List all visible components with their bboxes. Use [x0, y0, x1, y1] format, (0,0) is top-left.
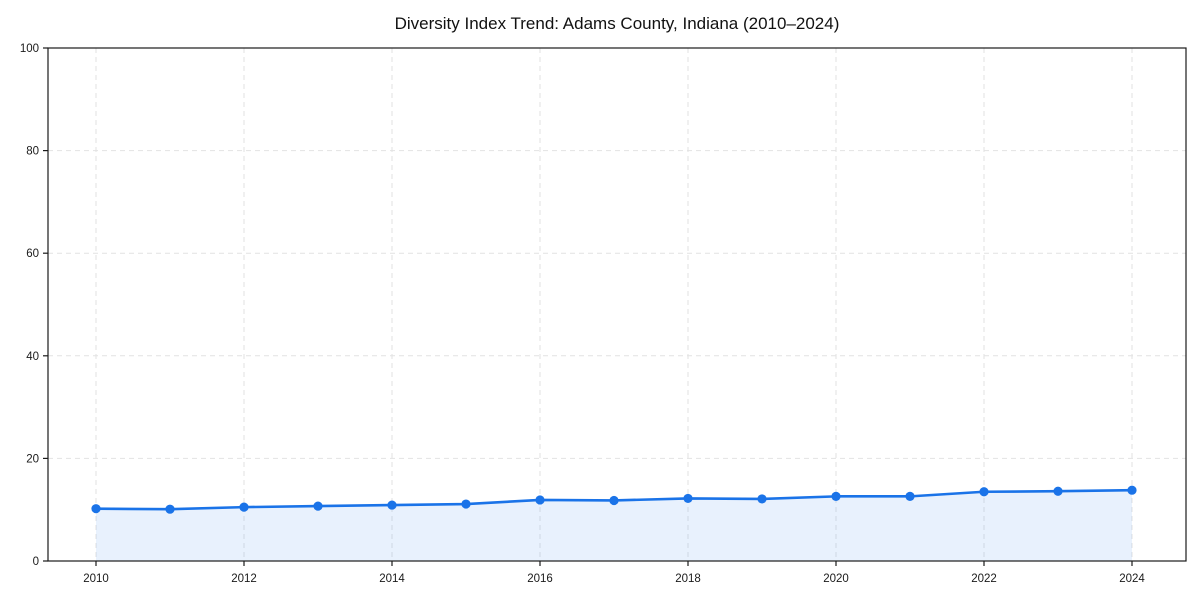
data-point-2019: [757, 494, 767, 504]
y-tick-label: 100: [20, 43, 39, 55]
y-tick-label: 40: [26, 351, 39, 363]
data-point-2021: [905, 491, 915, 501]
x-tick-label: 2022: [971, 573, 997, 585]
x-tick-label: 2024: [1119, 573, 1145, 585]
x-tick-label: 2020: [823, 573, 849, 585]
data-point-2022: [979, 487, 989, 497]
data-point-2017: [609, 495, 619, 506]
y-tick-label: 80: [26, 146, 39, 158]
data-point-2010: [91, 504, 101, 514]
x-tick-label: 2012: [231, 573, 257, 585]
chart-title: Diversity Index Trend: Adams County, Ind…: [394, 14, 840, 33]
data-point-2013: [313, 501, 323, 511]
data-point-2016: [535, 495, 545, 505]
data-point-2012: [239, 502, 249, 512]
data-point-2015: [461, 499, 471, 509]
data-point-2014: [387, 500, 397, 510]
data-point-2018: [683, 493, 693, 504]
data-point-2020: [831, 491, 841, 501]
x-tick-label: 2014: [379, 573, 405, 585]
y-tick-label: 60: [26, 248, 39, 260]
x-tick-label: 2016: [527, 573, 553, 585]
y-tick-label: 20: [26, 453, 39, 465]
data-point-2011: [165, 504, 175, 514]
x-tick-label: 2010: [83, 573, 109, 585]
area-fill: [96, 490, 1132, 561]
y-tick-label: 0: [33, 556, 39, 568]
plot-frame: [47, 47, 1187, 562]
x-tick-label: 2018: [675, 573, 701, 585]
data-point-2023: [1053, 486, 1063, 496]
data-point-2024: [1127, 485, 1137, 495]
